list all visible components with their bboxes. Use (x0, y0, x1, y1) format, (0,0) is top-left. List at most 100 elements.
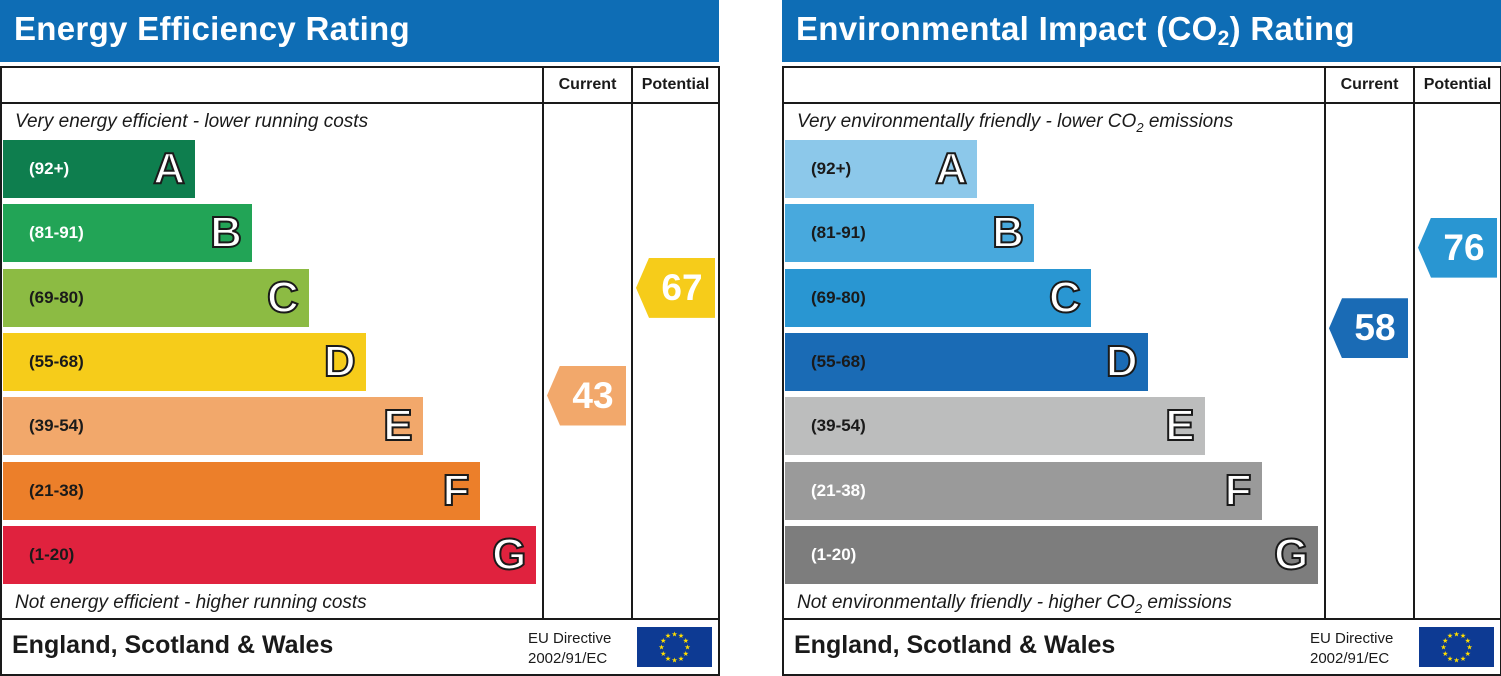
current-rating-arrow: 43 (547, 365, 626, 426)
eu-star-icon: ★ (684, 644, 690, 652)
band-letter: F (442, 465, 471, 516)
eu-star-icon: ★ (678, 632, 684, 640)
eu-directive-line1: EU Directive (1310, 630, 1394, 647)
column-header-current: Current (558, 76, 617, 93)
band-range-label: (1-20) (811, 544, 857, 564)
eu-star-icon: ★ (1440, 644, 1446, 652)
band-f: (21-38) F (785, 461, 1262, 520)
panel-header: Energy Efficiency Rating (0, 0, 719, 62)
eu-star-icon: ★ (658, 644, 664, 652)
eu-star-icon: ★ (660, 637, 666, 645)
band-letter: A (152, 143, 186, 194)
band-letter: C (1048, 272, 1082, 323)
eu-star-icon: ★ (1460, 632, 1466, 640)
band-range-label: (81-91) (29, 223, 84, 243)
band-b: (81-91) B (785, 204, 1034, 263)
band-range-label: (55-68) (29, 351, 84, 371)
eu-star-icon: ★ (1466, 644, 1472, 652)
current-rating-value: 58 (1354, 307, 1396, 349)
potential-rating-value: 67 (661, 266, 703, 308)
band-letter: D (323, 336, 357, 387)
band-letter: A (934, 143, 968, 194)
band-e: (39-54) E (785, 397, 1205, 456)
band-letter: G (491, 529, 527, 580)
eu-star-icon: ★ (665, 632, 671, 640)
band-b: (81-91) B (3, 204, 252, 263)
eu-star-icon: ★ (1447, 655, 1453, 663)
eu-star-icon: ★ (660, 650, 666, 658)
eu-flag-icon: ★ ★ ★ ★ ★ ★ ★ ★ ★ ★ ★ ★ (637, 627, 712, 667)
footer-country: England, Scotland & Wales (12, 631, 334, 659)
band-letter: G (1273, 529, 1309, 580)
eu-star-icon: ★ (1442, 637, 1448, 645)
column-header-current: Current (1340, 76, 1399, 93)
band-range-label: (69-80) (811, 287, 866, 307)
panel-title: Energy Efficiency Rating (14, 10, 410, 47)
eu-star-icon: ★ (683, 650, 689, 658)
energy-efficiency-panel: Energy Efficiency Rating Current Potenti… (0, 0, 720, 676)
band-range-label: (92+) (811, 159, 852, 178)
band-letter: E (1164, 400, 1195, 451)
eu-star-icon: ★ (671, 657, 677, 665)
band-a: (92+) A (3, 140, 195, 198)
eu-star-icon: ★ (1447, 632, 1453, 640)
potential-rating-value: 76 (1443, 226, 1485, 268)
panel-title: Environmental Impact (CO2) Rating (796, 10, 1355, 50)
band-range-label: (69-80) (29, 287, 84, 307)
eu-star-icon: ★ (1465, 637, 1471, 645)
band-range-label: (39-54) (29, 416, 84, 436)
band-letter: F (1224, 465, 1253, 516)
band-d: (55-68) D (785, 332, 1148, 391)
current-rating-arrow: 58 (1329, 298, 1408, 359)
eu-star-icon: ★ (1465, 650, 1471, 658)
eu-star-icon: ★ (678, 655, 684, 663)
band-a: (92+) A (785, 140, 977, 198)
band-range-label: (39-54) (811, 416, 866, 436)
band-c: (69-80) C (785, 268, 1091, 327)
eu-directive-line2: 2002/91/EC (528, 650, 608, 667)
eu-star-icon: ★ (1453, 657, 1459, 665)
potential-rating-arrow: 67 (636, 257, 715, 318)
band-range-label: (21-38) (811, 480, 866, 500)
eu-directive-text: EU Directive 2002/91/EC (528, 629, 611, 669)
footer-country: England, Scotland & Wales (794, 631, 1116, 659)
column-header-potential: Potential (1423, 76, 1492, 93)
eu-star-icon: ★ (1442, 650, 1448, 658)
band-c: (69-80) C (3, 268, 309, 327)
eu-star-icon: ★ (671, 631, 677, 639)
band-letter: B (991, 207, 1025, 258)
band-range-label: (55-68) (811, 351, 866, 371)
rating-table: Current Potential Very environmentally f… (782, 66, 1501, 676)
band-range-label: (92+) (29, 159, 70, 178)
potential-rating-arrow: 76 (1418, 217, 1497, 278)
band-letter: C (266, 272, 300, 323)
band-letter: D (1105, 336, 1139, 387)
eu-star-icon: ★ (1453, 631, 1459, 639)
eu-star-icon: ★ (665, 655, 671, 663)
band-range-label: (81-91) (811, 223, 866, 243)
eu-star-icon: ★ (683, 637, 689, 645)
eu-star-icon: ★ (1460, 655, 1466, 663)
column-header-potential: Potential (641, 76, 710, 93)
panel-header: Environmental Impact (CO2) Rating (782, 0, 1501, 62)
current-rating-value: 43 (572, 374, 614, 416)
bottom-note: Not environmentally friendly - higher CO… (797, 592, 1232, 616)
eu-flag-icon: ★ ★ ★ ★ ★ ★ ★ ★ ★ ★ ★ ★ (1419, 627, 1494, 667)
eu-directive-line1: EU Directive (528, 630, 612, 647)
band-range-label: (21-38) (29, 480, 84, 500)
rating-table: Current Potential Very energy efficient … (0, 66, 720, 676)
eu-directive-text: EU Directive 2002/91/EC (1310, 629, 1393, 669)
band-d: (55-68) D (3, 332, 366, 391)
top-note: Very energy efficient - lower running co… (15, 111, 369, 132)
band-range-label: (1-20) (29, 544, 75, 564)
bottom-note: Not energy efficient - higher running co… (15, 592, 367, 613)
band-f: (21-38) F (3, 461, 480, 520)
eu-directive-line2: 2002/91/EC (1310, 650, 1390, 667)
environmental-impact-panel: Environmental Impact (CO2) Rating Curren… (782, 0, 1501, 676)
band-letter: E (382, 400, 413, 451)
band-g: (1-20) G (3, 525, 537, 584)
band-letter: B (209, 207, 243, 258)
band-e: (39-54) E (3, 397, 423, 456)
top-note: Very environmentally friendly - lower CO… (797, 111, 1234, 135)
band-g: (1-20) G (785, 525, 1319, 584)
